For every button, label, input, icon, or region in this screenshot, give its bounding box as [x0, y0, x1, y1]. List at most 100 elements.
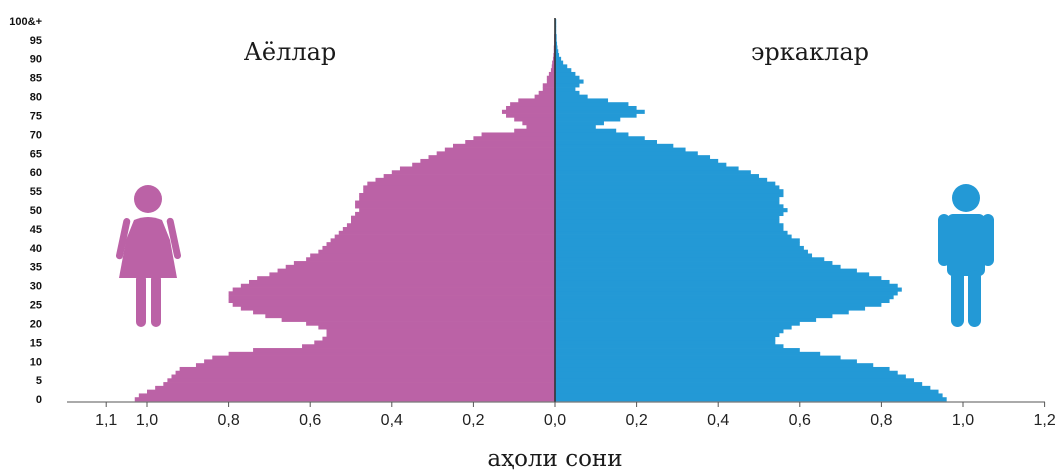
female-bar-age-71: [514, 128, 555, 133]
male-bar-age-36: [555, 261, 833, 266]
female-bar-age-69: [473, 136, 555, 141]
male-bar-age-20: [555, 321, 800, 326]
age-tick-75: 75: [30, 110, 42, 122]
male-bar-age-90: [555, 56, 562, 61]
male-bar-age-25: [555, 302, 882, 307]
age-tick-30: 30: [30, 281, 42, 293]
age-tick-60: 60: [30, 167, 42, 179]
female-bar-age-83: [542, 83, 555, 88]
male-bar-age-76: [555, 109, 645, 114]
female-bar-age-58: [375, 177, 555, 182]
female-bar-age-6: [171, 374, 556, 379]
male-bar-age-2: [555, 389, 939, 394]
female-bar-age-13: [253, 348, 555, 353]
female-bar-age-10: [204, 359, 555, 364]
male-bar-age-95: [555, 37, 557, 43]
male-bar-age-70: [555, 132, 629, 137]
age-tick-85: 85: [30, 73, 42, 85]
male-bar-age-37: [555, 257, 825, 262]
male-bar-age-77: [555, 105, 637, 111]
female-bar-age-49: [355, 211, 555, 217]
female-bar-age-0: [134, 397, 555, 402]
female-bar-age-80: [534, 94, 555, 99]
x-tick-left-0,6: 0,6: [299, 412, 321, 429]
age-tick-40: 40: [30, 243, 42, 255]
female-bar-age-1: [138, 393, 555, 398]
female-bar-age-76: [501, 109, 555, 114]
male-bar-age-7: [555, 370, 898, 375]
age-tick-0: 0: [36, 394, 42, 406]
male-bar-age-86: [555, 71, 576, 77]
female-person-icon: [115, 185, 181, 327]
female-bar-age-40: [322, 245, 555, 251]
x-tick-right-0,6: 0,6: [789, 412, 811, 429]
male-bar-age-92: [555, 49, 559, 54]
age-tick-45: 45: [30, 224, 42, 236]
male-bar-age-17: [555, 332, 780, 338]
male-bar-age-39: [555, 249, 808, 254]
x-tick-right-0,4: 0,4: [707, 412, 729, 429]
female-bar-age-77: [506, 105, 555, 111]
male-bar-age-79: [555, 98, 609, 103]
female-bar-age-12: [228, 351, 555, 356]
male-bar-age-67: [555, 143, 674, 148]
male-bar-age-85: [555, 75, 580, 80]
female-bar-age-53: [359, 196, 555, 201]
female-bar-age-62: [412, 162, 555, 167]
female-bar-age-36: [293, 261, 555, 266]
age-tick-5: 5: [36, 375, 42, 387]
female-bar-age-65: [436, 151, 555, 156]
male-bar-age-26: [555, 298, 890, 304]
female-bar-age-87: [550, 68, 555, 73]
male-bar-age-68: [555, 140, 657, 145]
male-bar-age-32: [555, 276, 882, 281]
x-tick-left-0,2: 0,2: [462, 412, 484, 429]
female-bar-age-44: [338, 230, 555, 235]
female-bar-age-70: [481, 132, 555, 137]
female-bar-age-48: [351, 215, 555, 220]
male-bar-age-5: [555, 378, 915, 383]
male-bar-age-63: [555, 158, 719, 164]
female-bar-age-74: [514, 117, 555, 122]
male-bar-age-94: [555, 41, 558, 46]
female-bar-age-51: [355, 204, 555, 209]
male-bar-age-30: [555, 283, 898, 288]
male-bar-age-48: [555, 215, 780, 220]
male-bar-age-28: [555, 291, 898, 296]
male-bar-age-57: [555, 181, 776, 186]
male-bar-age-15: [555, 340, 776, 345]
female-bar-age-52: [355, 200, 555, 205]
age-tick-55: 55: [30, 186, 42, 198]
x-tick-left-0,0: 0,0: [544, 412, 566, 429]
male-bar-age-31: [555, 279, 890, 285]
male-bar-age-60: [555, 170, 751, 175]
male-bar-age-64: [555, 155, 711, 160]
female-bar-age-5: [167, 378, 555, 383]
male-bar-age-44: [555, 230, 788, 235]
male-bar-age-8: [555, 366, 890, 372]
x-tick-right-1,0: 1,0: [952, 412, 974, 429]
male-bar-age-45: [555, 227, 784, 232]
male-bar-age-1: [555, 393, 943, 398]
female-bar-age-50: [359, 208, 555, 213]
female-bar-age-72: [526, 124, 555, 130]
male-bar-age-62: [555, 162, 727, 167]
male-bar-age-82: [555, 87, 576, 92]
female-bar-age-73: [522, 121, 555, 126]
female-bar-age-31: [249, 279, 555, 285]
male-bar-age-83: [555, 83, 580, 88]
male-bar-age-59: [555, 174, 759, 179]
male-bar-age-19: [555, 325, 792, 330]
female-bar-age-18: [326, 329, 555, 334]
male-bar-age-0: [555, 397, 947, 402]
female-bar-age-67: [453, 143, 555, 148]
value-tick-labels: 1,1 1,0 0,8 0,6 0,4 0,2 0,0 0,2 0,4 0,6 0,8 1,0 1,2: [95, 402, 1056, 429]
x-tick-right-0,8: 0,8: [870, 412, 892, 429]
age-tick-80: 80: [30, 92, 42, 104]
male-bar-age-3: [555, 385, 931, 390]
x-tick-left-0,4: 0,4: [381, 412, 403, 429]
male-bar-age-93: [555, 45, 558, 50]
age-tick-labels: 0 5 10 15 20 25 30 35 40 45 50 55 60 65 70 75 80 85 90 95 10…: [9, 16, 42, 406]
male-bar-age-27: [555, 295, 894, 300]
